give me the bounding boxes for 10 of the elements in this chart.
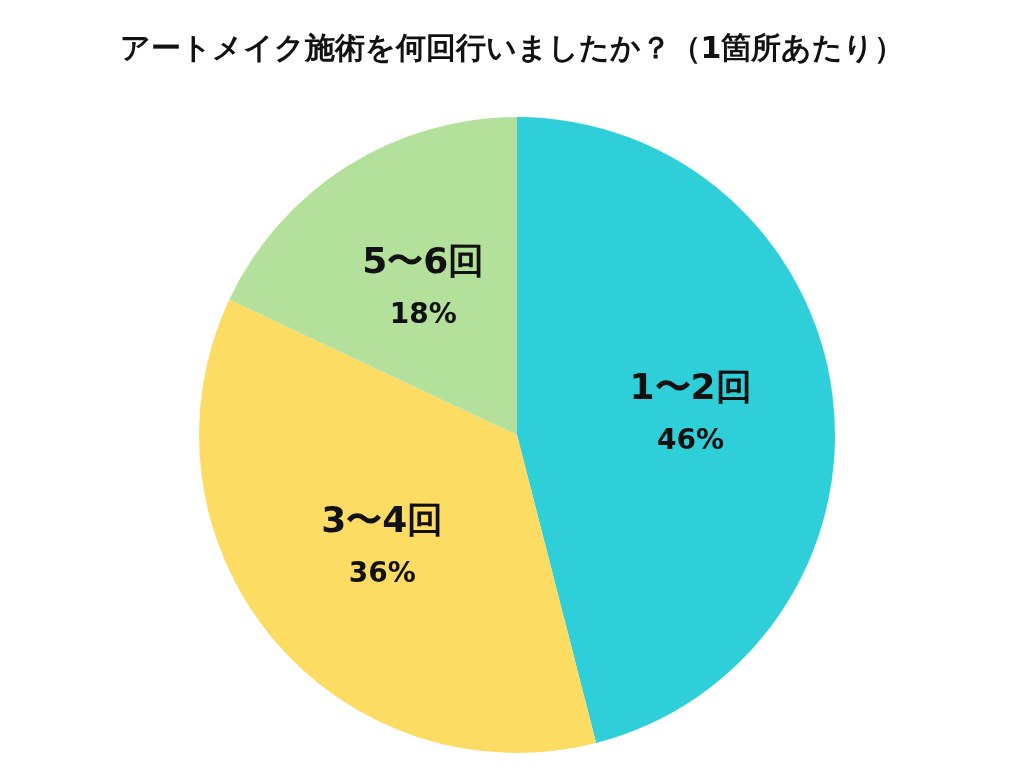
data-label: 36% xyxy=(348,556,416,590)
slice-label: 5〜6回 xyxy=(362,240,485,282)
data-label: 46% xyxy=(657,423,725,457)
pie-slice xyxy=(199,299,597,753)
data-label: 18% xyxy=(389,297,457,331)
chart-title: アートメイク施術を何回行いましたか？（1箇所あたり） xyxy=(118,28,906,67)
slice-label: 1〜2回 xyxy=(629,366,752,408)
pie-slice xyxy=(229,117,517,435)
slice-label: 3〜4回 xyxy=(321,499,444,541)
pie-slice xyxy=(517,117,835,744)
